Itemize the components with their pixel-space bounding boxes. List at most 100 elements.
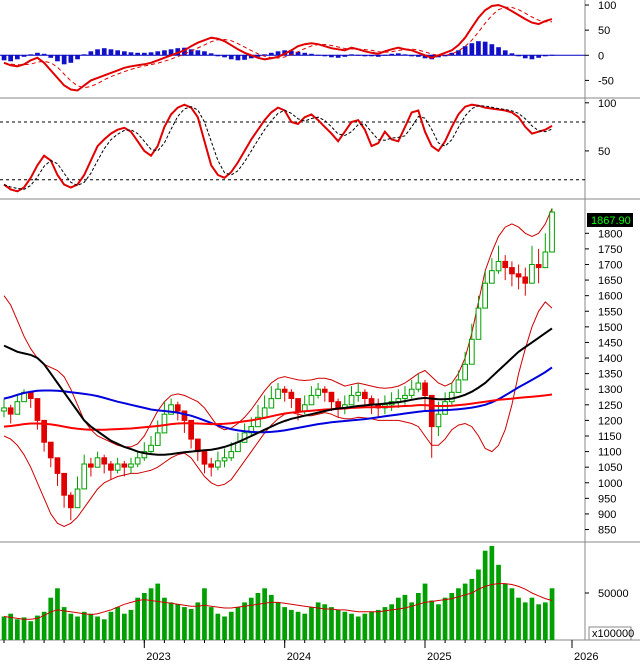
volume-bar [155, 583, 161, 640]
macd-histogram-bar [101, 48, 107, 56]
macd-histogram-bar [108, 49, 114, 56]
candle-body [348, 394, 355, 406]
volume-bar [182, 607, 187, 640]
macd-y-ticks: 100 50 0 -50 [585, 0, 616, 87]
candle-body [61, 472, 67, 496]
candle-body [1, 407, 7, 412]
volume-bar [416, 593, 421, 640]
macd-histogram-bar [182, 47, 187, 56]
macd-histogram-bar [128, 52, 134, 56]
bollinger-upper [3, 208, 553, 448]
candle-body [81, 463, 88, 490]
volume-bar [21, 617, 27, 640]
candle-body [402, 394, 408, 399]
candlesticks [1, 208, 555, 521]
macd-histogram-bar [148, 52, 154, 56]
macd-histogram-bar [543, 55, 548, 57]
macd-histogram-bar [382, 54, 388, 56]
last-price-box [587, 213, 633, 227]
macd-histogram-bar [416, 55, 421, 57]
candle-body [74, 488, 81, 509]
candle-body [462, 363, 468, 381]
macd-histogram-bar [81, 54, 87, 56]
macd-histogram-bar [135, 52, 140, 56]
price-tick-label: 1450 [598, 337, 622, 349]
candle-body [141, 451, 148, 459]
candle-body [47, 441, 54, 459]
stochastic-tick-label: 50 [598, 146, 610, 158]
macd-histogram-bar [162, 50, 167, 56]
macd-histogram-bar [8, 55, 13, 62]
macd-histogram-bar [262, 54, 267, 56]
stochastic-panel: 100 50 [0, 98, 640, 200]
price-tick-label: 1700 [598, 259, 622, 271]
volume-panel: 50000 x100000 [0, 542, 640, 641]
macd-panel: 100 50 0 -50 [0, 0, 640, 99]
candle-body [529, 264, 535, 284]
candle-body [114, 463, 121, 471]
volume-bar [142, 593, 147, 640]
price-tick-label: 1400 [598, 353, 622, 365]
macd-histogram-bar [322, 55, 328, 57]
macd-tick-label: -50 [598, 75, 614, 87]
volume-bar [242, 602, 247, 640]
volume-bar [202, 588, 207, 640]
macd-lines [3, 3, 553, 92]
candle-body [215, 460, 221, 468]
macd-histogram-bar [95, 49, 100, 56]
stochastic-lines [3, 103, 553, 193]
candle-body [535, 264, 542, 269]
macd-signal-line [3, 6, 552, 89]
volume-bars [1, 546, 555, 640]
volume-bar [15, 619, 20, 640]
candle-body [301, 404, 308, 412]
candle-body [542, 251, 549, 269]
volume-bar [402, 594, 408, 640]
volume-bar [208, 607, 214, 640]
macd-histogram-bar [389, 53, 394, 56]
macd-histogram-bar [529, 55, 535, 60]
volume-bar [8, 613, 13, 640]
candle-body [415, 382, 422, 390]
macd-histogram-bar [188, 49, 194, 56]
volume-moving-average [3, 583, 553, 620]
candle-body [195, 438, 201, 453]
volume-bar [382, 607, 388, 640]
candle-body [68, 494, 74, 509]
macd-histogram-bar [396, 53, 401, 56]
volume-y-ticks: 50000 [585, 588, 629, 600]
candle-body [88, 463, 94, 468]
candle-body [275, 388, 281, 400]
candle-body [495, 260, 502, 272]
volume-bar [456, 588, 461, 640]
stochastic-d-line [3, 105, 553, 190]
candle-body [448, 391, 455, 403]
macd-histogram-bar [456, 50, 461, 56]
candle-body [174, 404, 181, 412]
volume-bar [436, 604, 441, 640]
volume-bar [369, 611, 374, 640]
price-tick-label: 1250 [598, 400, 622, 412]
volume-bar [516, 597, 521, 640]
macd-histogram-bar [422, 55, 428, 59]
candle-body [128, 463, 134, 468]
price-tick-label: 850 [598, 525, 616, 537]
candle-body [168, 404, 174, 415]
volume-bar [543, 602, 548, 640]
macd-histogram-bar [68, 55, 74, 63]
candle-body [281, 388, 288, 393]
macd-histogram-bar [228, 55, 234, 60]
volume-bar [289, 609, 294, 640]
macd-histogram-bar [369, 55, 374, 57]
price-tick-label: 1650 [598, 275, 622, 287]
volume-tick-label: 50000 [598, 588, 629, 600]
volume-bar [128, 609, 134, 640]
candle-body [515, 273, 522, 278]
candle-body [482, 282, 488, 309]
macd-main-line [3, 3, 553, 92]
volume-bar [168, 602, 174, 640]
macd-histogram-bar [442, 55, 448, 57]
last-price-marker: 1867.90 [587, 213, 633, 227]
x-axis: 2023 2024 2025 2026 [3, 640, 598, 663]
price-tick-label: 1100 [598, 447, 622, 459]
